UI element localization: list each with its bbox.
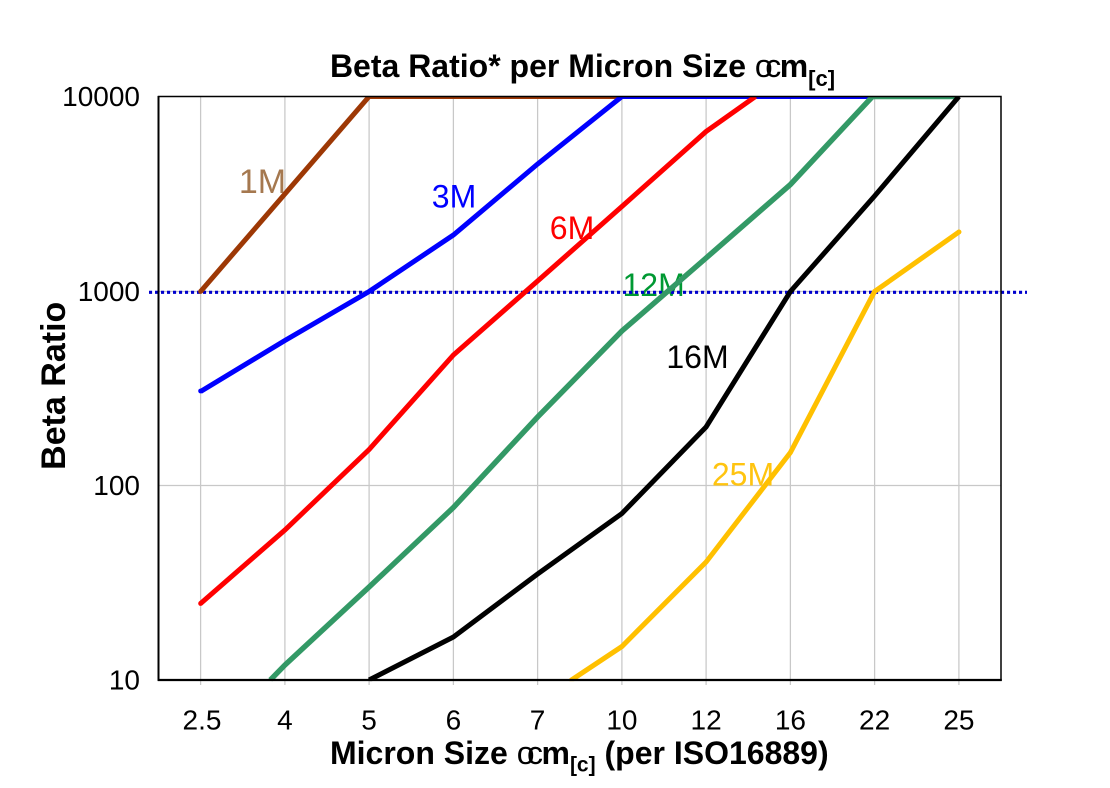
svg-text:16M: 16M — [666, 339, 728, 375]
svg-text:6: 6 — [446, 705, 462, 736]
svg-text:12: 12 — [691, 705, 722, 736]
svg-text:3M: 3M — [432, 179, 476, 215]
svg-text:10: 10 — [606, 705, 637, 736]
svg-text:16: 16 — [775, 705, 806, 736]
svg-text:7: 7 — [530, 705, 546, 736]
svg-text:Beta Ratio: Beta Ratio — [35, 302, 73, 470]
svg-text:Micron Size ocm[c] (per ISO168: Micron Size ocm[c] (per ISO16889) — [330, 735, 829, 777]
svg-text:1000: 1000 — [78, 276, 140, 307]
svg-text:5: 5 — [361, 705, 377, 736]
svg-text:4: 4 — [277, 705, 293, 736]
svg-text:10000: 10000 — [62, 81, 140, 112]
svg-text:Beta Ratio* per Micron Size oc: Beta Ratio* per Micron Size ocm[c] — [330, 48, 835, 91]
svg-text:25: 25 — [943, 705, 974, 736]
svg-text:1M: 1M — [239, 163, 286, 201]
svg-text:2.5: 2.5 — [183, 705, 222, 736]
svg-text:22: 22 — [859, 705, 890, 736]
svg-text:100: 100 — [93, 470, 140, 501]
svg-text:10: 10 — [109, 665, 140, 696]
svg-text:6M: 6M — [550, 210, 594, 246]
